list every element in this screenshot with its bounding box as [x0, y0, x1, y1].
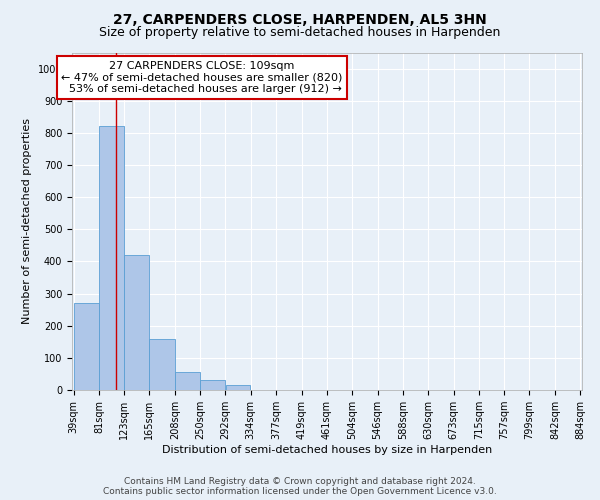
X-axis label: Distribution of semi-detached houses by size in Harpenden: Distribution of semi-detached houses by …: [162, 445, 492, 455]
Bar: [99, 126, 124, 390]
Bar: [124, 255, 149, 390]
Text: Size of property relative to semi-detached houses in Harpenden: Size of property relative to semi-detach…: [100, 26, 500, 39]
Bar: [74, 303, 99, 390]
Text: 27, CARPENDERS CLOSE, HARPENDEN, AL5 3HN: 27, CARPENDERS CLOSE, HARPENDEN, AL5 3HN: [113, 12, 487, 26]
Bar: [200, 380, 225, 390]
Bar: [175, 372, 200, 390]
Y-axis label: Number of semi-detached properties: Number of semi-detached properties: [22, 118, 32, 324]
Bar: [226, 385, 250, 390]
Text: 27 CARPENDERS CLOSE: 109sqm  
← 47% of semi-detached houses are smaller (820)
  : 27 CARPENDERS CLOSE: 109sqm ← 47% of sem…: [61, 61, 343, 94]
Bar: [149, 338, 175, 390]
Text: Contains HM Land Registry data © Crown copyright and database right 2024.
Contai: Contains HM Land Registry data © Crown c…: [103, 476, 497, 496]
